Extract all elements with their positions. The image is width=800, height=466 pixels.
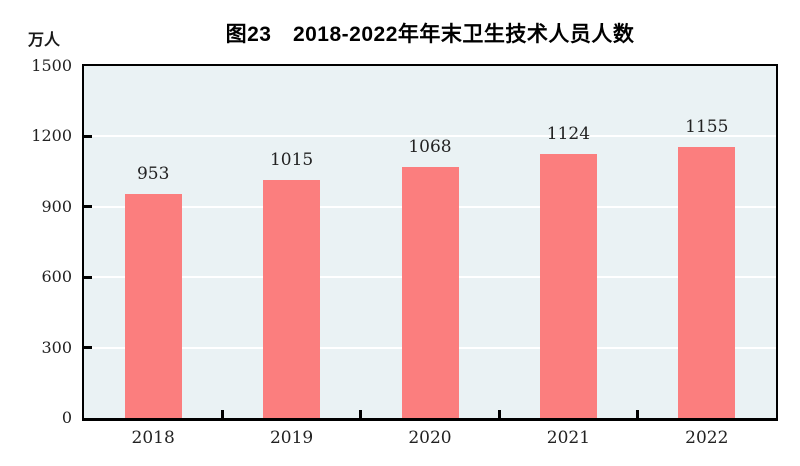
bar-value-label-2019: 1015 xyxy=(269,149,314,170)
plot-area: 953 1015 1068 1124 1155 xyxy=(82,64,778,421)
y-tick-label-600: 600 xyxy=(41,267,72,287)
gridline-1200 xyxy=(84,135,776,138)
bar-value-label-2021: 1124 xyxy=(546,124,591,145)
y-axis-unit-label: 万人 xyxy=(28,32,61,49)
bar-value-label-2022: 1155 xyxy=(685,116,729,137)
y-axis-tick-900 xyxy=(84,205,92,209)
bar-2020 xyxy=(401,167,459,418)
x-axis-tick-3 xyxy=(497,410,501,418)
x-tick-label-2020: 2020 xyxy=(408,428,452,448)
x-axis-tick-2 xyxy=(359,410,363,418)
bar-2021 xyxy=(539,154,597,418)
x-axis-tick-1 xyxy=(220,410,224,418)
y-tick-label-1500: 1500 xyxy=(31,56,72,75)
bar-2019 xyxy=(263,179,321,418)
y-axis-tick-600 xyxy=(84,275,92,279)
x-tick-label-2018: 2018 xyxy=(131,428,175,448)
y-tick-label-1200: 1200 xyxy=(31,126,72,146)
x-tick-label-2022: 2022 xyxy=(685,428,729,448)
bar-value-label-2020: 1068 xyxy=(408,137,452,158)
y-tick-label-300: 300 xyxy=(41,337,72,357)
chart-title: 图23 2018-2022年年末卫生技术人员人数 xyxy=(225,23,635,46)
y-axis-tick-1200 xyxy=(84,134,92,138)
y-axis-tick-300 xyxy=(84,346,92,350)
y-tick-label-900: 900 xyxy=(41,196,72,216)
x-tick-label-2021: 2021 xyxy=(546,428,591,448)
x-tick-label-2019: 2019 xyxy=(269,428,314,448)
bar-value-label-2018: 953 xyxy=(136,164,170,185)
bar-2018 xyxy=(124,194,182,418)
x-axis-tick-4 xyxy=(636,410,640,418)
bar-2022 xyxy=(678,146,736,418)
y-tick-label-0: 0 xyxy=(61,408,72,427)
